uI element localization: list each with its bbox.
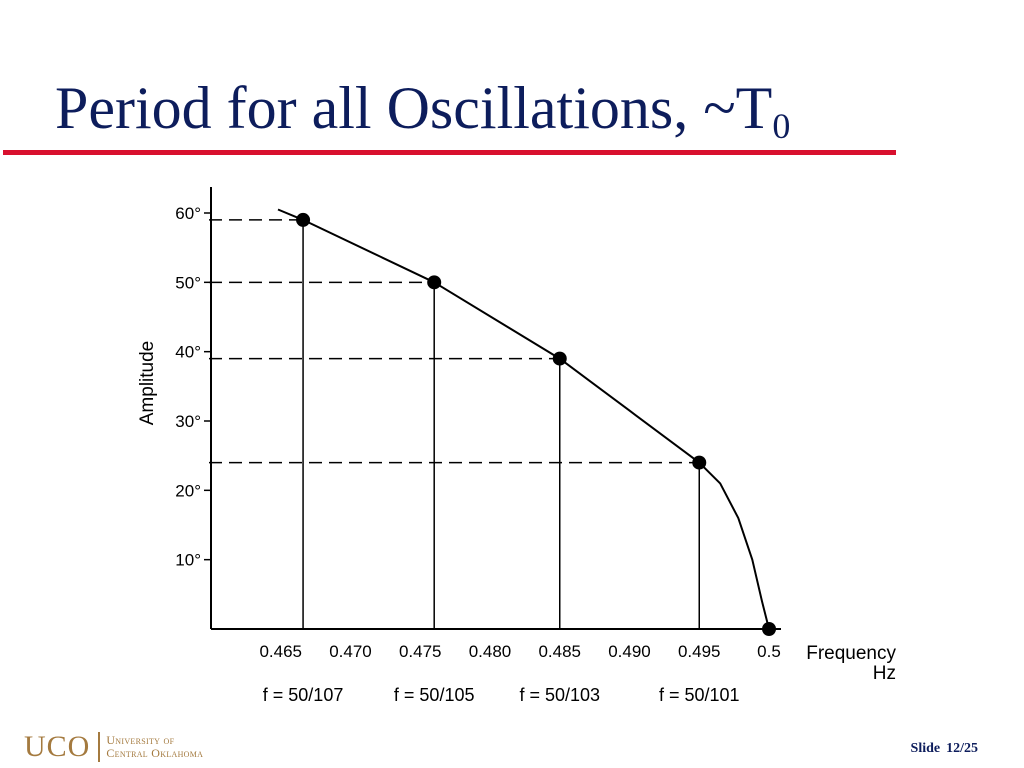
x-tick-label: 0.495 xyxy=(678,642,721,661)
frequency-annotation: f = 50/105 xyxy=(394,685,475,705)
logo-line-1: University of xyxy=(106,733,175,747)
logo-mark: UCO xyxy=(24,732,101,762)
guide-lines xyxy=(209,219,700,629)
logo-wordmark: University of Central Oklahoma xyxy=(106,734,203,760)
x-axis-label-line2: Hz xyxy=(873,663,896,684)
slide-number-label: Slide xyxy=(910,741,941,756)
logo-line-2: Central Oklahoma xyxy=(106,746,204,760)
title-underline xyxy=(3,150,896,155)
uco-logo: UCO University of Central Oklahoma xyxy=(24,732,203,762)
amplitude-frequency-chart: 10° 20° 30° 40° 50° 60° 0.465 0.470 0.475 0.480 0.… xyxy=(137,187,896,705)
chart-axes xyxy=(204,187,781,630)
x-tick-label: 0.465 xyxy=(259,642,302,661)
x-tick-label: 0.470 xyxy=(329,642,372,661)
slide-number-value: 12/25 xyxy=(946,741,978,756)
x-tick-label: 0.475 xyxy=(399,642,442,661)
chart-labels: 10° 20° 30° 40° 50° 60° 0.465 0.470 0.475 0.480 0.… xyxy=(137,204,896,705)
slide-title: Period for all Oscillations, ~T0 xyxy=(55,78,790,144)
x-tick-label: 0.485 xyxy=(538,642,581,661)
slide-number: Slide 12/25 xyxy=(911,741,978,757)
data-series xyxy=(277,208,776,636)
amplitude-curve xyxy=(277,208,770,630)
y-tick-label: 60° xyxy=(175,204,201,223)
x-axis-label-line1: Frequency xyxy=(806,643,896,664)
y-tick-label: 30° xyxy=(175,412,201,431)
frequency-annotation: f = 50/101 xyxy=(659,685,740,705)
x-tick-label: 0.5 xyxy=(757,642,781,661)
y-axis-label: Amplitude xyxy=(137,341,158,426)
y-tick-label: 10° xyxy=(175,551,201,570)
frequency-annotation: f = 50/103 xyxy=(519,685,600,705)
x-tick-label: 0.490 xyxy=(608,642,651,661)
y-tick-label: 40° xyxy=(175,343,201,362)
slide-title-subscript: 0 xyxy=(772,106,791,146)
frequency-annotation: f = 50/107 xyxy=(263,685,344,705)
x-tick-label: 0.480 xyxy=(469,642,512,661)
y-tick-label: 20° xyxy=(175,481,201,500)
slide-title-main: Period for all Oscillations, ~T xyxy=(55,75,773,141)
y-tick-label: 50° xyxy=(175,273,201,292)
